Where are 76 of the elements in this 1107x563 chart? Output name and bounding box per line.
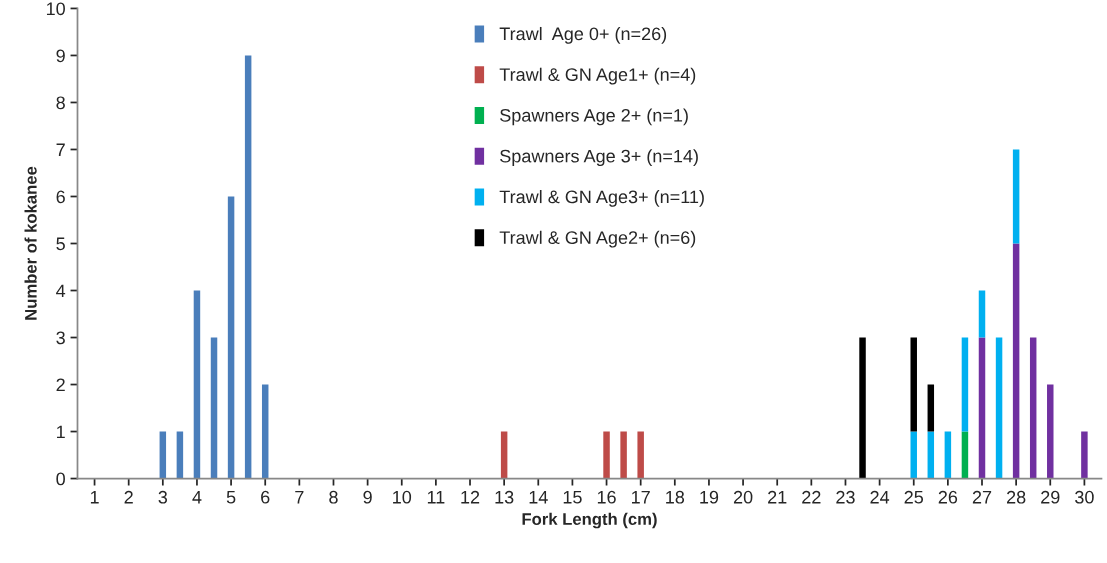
bar: [227, 196, 235, 479]
x-tick-label: 30: [1075, 490, 1094, 504]
legend-label: Trawl & GN Age2+ (n=6): [499, 230, 696, 248]
bar: [1029, 337, 1037, 479]
x-tick-label: 17: [632, 491, 650, 504]
bar: [944, 431, 952, 479]
x-tick-label: 3: [158, 490, 168, 504]
bar: [910, 337, 917, 432]
x-tick-label: 6: [261, 490, 270, 504]
y-tick-label: 8: [56, 96, 65, 110]
x-tick-label: 9: [363, 490, 372, 504]
bar: [1012, 243, 1020, 479]
bar: [927, 431, 935, 479]
x-tick-label: 19: [700, 490, 719, 504]
bar: [500, 431, 508, 479]
y-tick-label: 2: [56, 378, 65, 392]
y-tick-label: 10: [46, 2, 65, 16]
x-tick-label: 26: [938, 490, 958, 504]
bar: [961, 337, 969, 432]
y-tick-label: 0: [56, 472, 65, 486]
y-tick-label: 3: [56, 331, 65, 345]
x-tick-label: 27: [972, 490, 992, 504]
y-tick-label: 9: [56, 49, 65, 63]
legend-label: Spawners Age 2+ (n=1): [500, 108, 688, 126]
x-tick-label: 5: [226, 491, 236, 504]
legend-label: Trawl & GN Age3+ (n=11): [499, 190, 704, 207]
bar: [1012, 149, 1020, 244]
x-tick-label: 28: [1007, 490, 1026, 504]
x-tick-label: 2: [124, 490, 133, 504]
legend-label: Trawl & GN Age1+ (n=4): [499, 67, 696, 85]
y-tick-label: 4: [56, 284, 66, 298]
bar: [978, 290, 986, 338]
bar: [210, 337, 218, 479]
x-tick-label: 13: [495, 490, 514, 504]
bar: [159, 431, 167, 479]
x-tick-label: 21: [768, 490, 787, 504]
x-tick-label: 14: [529, 491, 548, 504]
y-tick-label: 6: [56, 190, 65, 204]
x-tick-label: 24: [870, 490, 890, 504]
bar: [1047, 384, 1054, 479]
x-tick-label: 25: [904, 490, 924, 504]
bar: [995, 337, 1003, 479]
y-tick-label: 5: [56, 237, 65, 251]
x-tick-label: 20: [733, 490, 753, 504]
bar: [176, 431, 184, 479]
bar: [637, 431, 644, 479]
x-tick-label: 23: [836, 490, 855, 504]
x-tick-label: 8: [329, 490, 338, 504]
x-tick-label: 7: [295, 491, 304, 504]
bar: [910, 431, 917, 479]
bar: [193, 290, 201, 479]
x-tick-label: 29: [1041, 490, 1060, 504]
bar: [961, 431, 969, 479]
x-axis-title: Fork Length (cm): [522, 512, 657, 529]
y-tick-label: 1: [57, 425, 65, 439]
legend-label: Trawl Age 0+ (n=26): [499, 26, 667, 44]
y-tick-label: 7: [56, 143, 65, 157]
x-tick-label: 12: [461, 490, 480, 504]
bar: [978, 337, 986, 479]
legend-label: Spawners Age 3+ (n=14): [500, 149, 698, 167]
bar: [620, 431, 627, 479]
bar: [859, 337, 866, 479]
x-tick-label: 18: [666, 490, 685, 504]
x-tick-label: 16: [597, 490, 616, 504]
x-tick-label: 22: [802, 490, 821, 504]
x-tick-label: 11: [427, 491, 445, 504]
bar: [244, 55, 252, 479]
x-tick-label: 10: [393, 490, 412, 504]
x-tick-label: 15: [563, 491, 582, 504]
bar: [261, 384, 269, 479]
x-tick-label: 1: [90, 491, 99, 504]
bar: [603, 431, 610, 479]
x-tick-label: 4: [192, 491, 202, 504]
bar: [1081, 431, 1088, 479]
y-axis-title: Number of kokanee: [24, 166, 37, 320]
bar: [927, 384, 935, 432]
